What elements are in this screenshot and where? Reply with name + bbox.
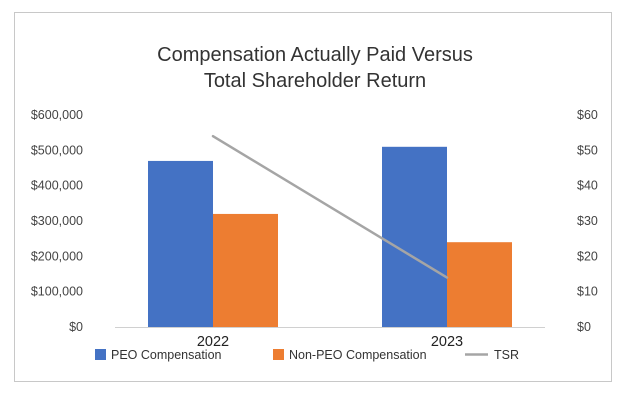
- chart-title-line-2: Total Shareholder Return: [204, 70, 426, 92]
- left-axis-tick-label: $500,000: [31, 143, 83, 157]
- left-axis-tick-label: $100,000: [31, 285, 83, 299]
- right-axis-tick-label: $20: [577, 249, 598, 263]
- bar-non-peo-compensation-2022: [213, 213, 278, 327]
- bar-non-peo-compensation-2023: [447, 242, 512, 327]
- left-axis-tick-label: $300,000: [31, 214, 83, 228]
- plot-area: $0 $100,000 $200,000 $300,000 $400,000 $500,0…: [31, 108, 598, 350]
- legend-label: TSR: [494, 348, 519, 362]
- bar-peo-compensation-2022: [148, 160, 213, 327]
- chart-title-line-1: Compensation Actually Paid Versus: [157, 44, 473, 66]
- chart: Compensation Actually Paid Versus Total …: [31, 44, 598, 362]
- legend-swatch-non-peo-compensation: [273, 349, 284, 360]
- left-axis-tick-label: $0: [69, 320, 83, 334]
- right-axis-tick-label: $10: [577, 285, 598, 299]
- right-axis-tick-label: $60: [577, 108, 598, 122]
- legend-label: PEO Compensation: [111, 348, 222, 362]
- right-axis-tick-label: $0: [577, 320, 591, 334]
- left-axis-tick-label: $200,000: [31, 249, 83, 263]
- chart-frame: Compensation Actually Paid Versus Total …: [14, 12, 612, 382]
- category-label: 2022: [197, 334, 229, 350]
- category-label: 2023: [431, 334, 463, 350]
- right-axis-tick-label: $50: [577, 143, 598, 157]
- line-tsr: [211, 134, 449, 279]
- legend: PEO Compensation Non-PEO Compensation TSR: [95, 348, 519, 362]
- left-axis-tick-label: $400,000: [31, 179, 83, 193]
- legend-label: Non-PEO Compensation: [289, 348, 427, 362]
- right-axis-tick-label: $30: [577, 214, 598, 228]
- legend-swatch-peo-compensation: [95, 349, 106, 360]
- bar-peo-compensation-2023: [382, 146, 447, 327]
- left-axis-tick-label: $600,000: [31, 108, 83, 122]
- right-axis-tick-label: $40: [577, 179, 598, 193]
